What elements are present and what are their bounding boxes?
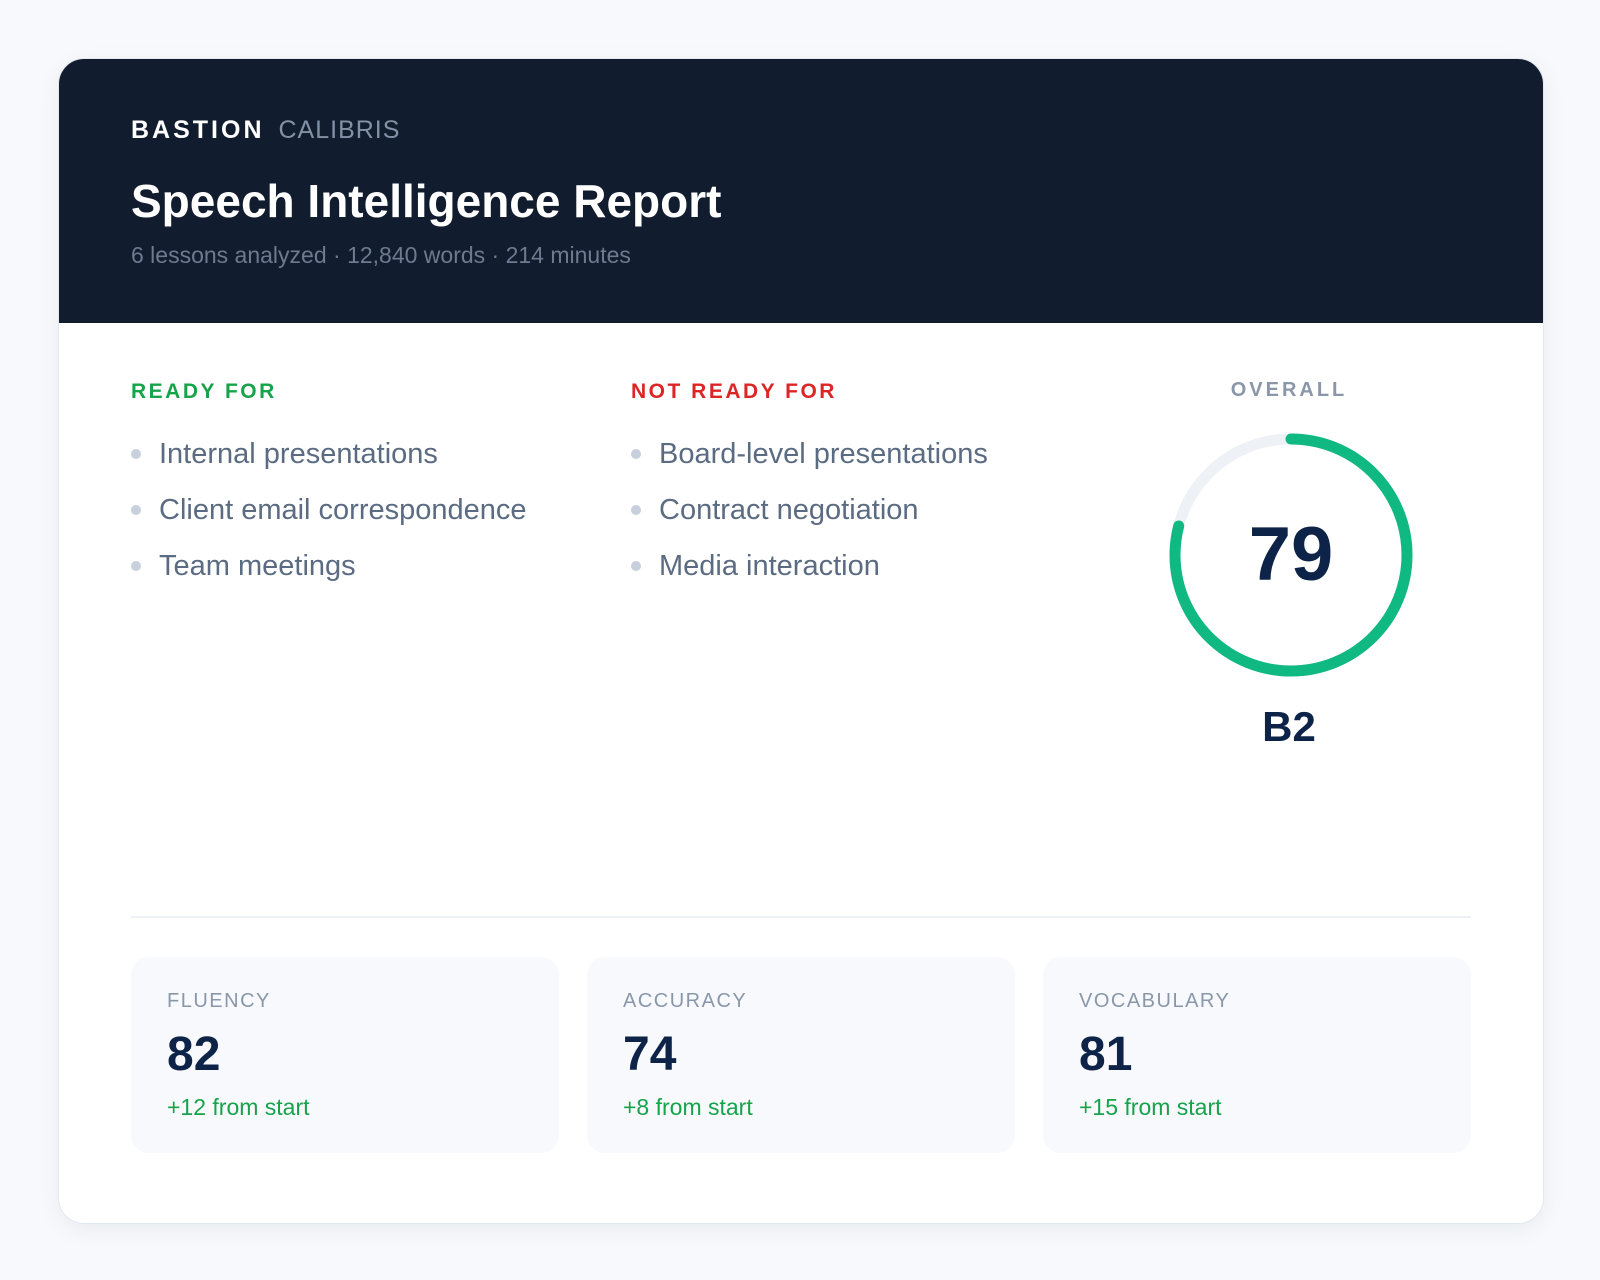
metric-card-fluency: FLUENCY 82 +12 from start	[131, 957, 559, 1153]
gauge-progress-arc	[1169, 433, 1413, 677]
metrics-row: FLUENCY 82 +12 from start ACCURACY 74 +8…	[131, 957, 1471, 1153]
list-item: Media interaction	[631, 546, 988, 602]
list-item-label: Contract negotiation	[659, 494, 919, 526]
report-summary: 6 lessons analyzed · 12,840 words · 214 …	[131, 242, 631, 268]
overall-label: OVERALL	[1230, 379, 1348, 401]
list-item-label: Client email correspondence	[159, 494, 527, 526]
metric-label: FLUENCY	[167, 990, 271, 1012]
bullet-icon	[131, 561, 141, 571]
overall-score-gauge: 79	[1165, 429, 1417, 681]
metric-label: VOCABULARY	[1079, 990, 1231, 1012]
bullet-icon	[131, 505, 141, 515]
report-card: BASTION CALIBRIS Speech Intelligence Repo…	[58, 58, 1544, 1224]
report-header: BASTION CALIBRIS Speech Intelligence Repo…	[59, 59, 1543, 323]
metric-card-vocabulary: VOCABULARY 81 +15 from start	[1043, 957, 1471, 1153]
metric-change: +8 from start	[623, 1094, 753, 1120]
brand-primary: BASTION	[131, 116, 265, 144]
overall-score: 79	[1248, 512, 1334, 597]
list-item: Client email correspondence	[131, 490, 527, 546]
metric-change: +12 from start	[167, 1094, 310, 1120]
brand-logo: BASTION CALIBRIS	[131, 115, 400, 145]
metric-value: 82	[167, 1028, 221, 1081]
divider	[131, 916, 1471, 918]
metric-card-accuracy: ACCURACY 74 +8 from start	[587, 957, 1015, 1153]
brand-secondary: CALIBRIS	[278, 116, 401, 144]
metric-value: 74	[623, 1028, 677, 1081]
bullet-icon	[631, 505, 641, 515]
bullet-icon	[631, 449, 641, 459]
metric-value: 81	[1079, 1028, 1133, 1081]
proficiency-level: B2	[1262, 703, 1316, 750]
gauge-ring	[1169, 433, 1413, 677]
list-item-label: Media interaction	[659, 550, 880, 582]
metric-label: ACCURACY	[623, 990, 748, 1012]
metric-change: +15 from start	[1079, 1094, 1222, 1120]
list-item-label: Team meetings	[159, 550, 356, 582]
ready-for-list: Internal presentations Client email corr…	[131, 434, 527, 602]
list-item: Board-level presentations	[631, 434, 988, 490]
list-item: Contract negotiation	[631, 490, 988, 546]
list-item: Team meetings	[131, 546, 527, 602]
list-item-label: Internal presentations	[159, 438, 438, 470]
bullet-icon	[131, 449, 141, 459]
list-item: Internal presentations	[131, 434, 527, 490]
not-ready-for-list: Board-level presentations Contract negot…	[631, 434, 988, 602]
ready-for-heading: READY FOR	[131, 380, 277, 403]
page-title: Speech Intelligence Report	[131, 175, 722, 227]
list-item-label: Board-level presentations	[659, 438, 988, 470]
not-ready-for-heading: NOT READY FOR	[631, 380, 837, 403]
bullet-icon	[631, 561, 641, 571]
